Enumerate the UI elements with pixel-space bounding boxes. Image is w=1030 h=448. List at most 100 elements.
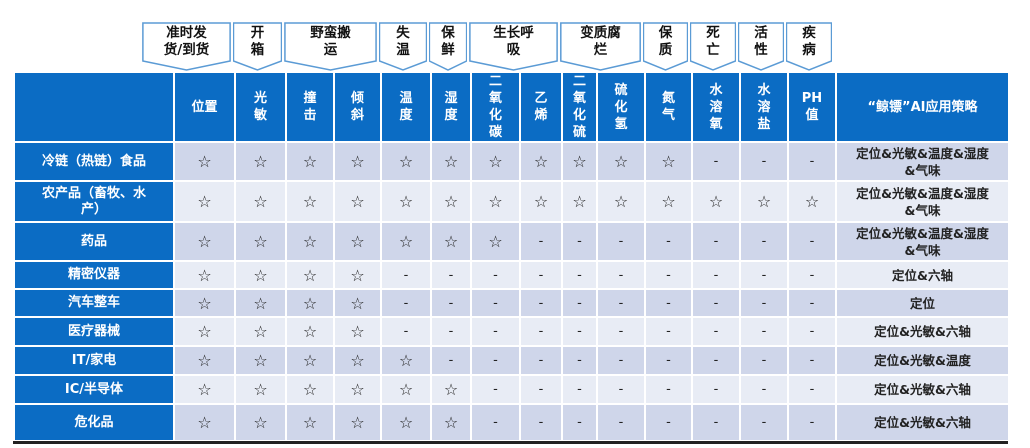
dash-mark: - <box>519 374 563 405</box>
dash-mark: - <box>739 288 789 318</box>
callout-label: 准时发 货/到货 <box>142 22 231 71</box>
dash-mark: - <box>739 316 789 347</box>
row-label: 汽车整车 <box>13 288 175 318</box>
dash-mark: - <box>561 260 598 290</box>
star-icon: ☆ <box>173 260 236 290</box>
callout-text: 死亡 <box>706 25 720 58</box>
row-label: 医疗器械 <box>13 316 175 347</box>
strategy-cell: 定位&光敏&六轴 <box>835 403 1010 442</box>
column-header: 湿度 <box>430 71 472 143</box>
star-icon: ☆ <box>644 180 693 223</box>
dash-mark: - <box>430 316 472 347</box>
column-header: 光敏 <box>234 71 287 143</box>
column-header: 水溶氧 <box>691 71 741 143</box>
table-row: 农产品（畜牧、水 产） ☆ ☆ ☆ ☆ ☆ ☆ ☆ ☆ ☆ ☆ ☆ ☆ ☆ ☆ 定位&光敏&温度&湿度 &气味 <box>13 180 1010 223</box>
dash-mark: - <box>787 403 837 442</box>
column-header: PH 值 <box>787 71 837 143</box>
callout-text: 保质 <box>658 25 673 58</box>
column-header: 乙烯 <box>519 71 563 143</box>
dash-mark: - <box>519 288 563 318</box>
row-label: 冷链（热链）食品 <box>13 141 175 182</box>
star-icon: ☆ <box>285 180 335 223</box>
dash-mark: - <box>691 345 741 376</box>
strategy-cell: 定位&光敏&温度&湿度 &气味 <box>835 141 1010 182</box>
star-icon: ☆ <box>333 316 382 347</box>
star-icon: ☆ <box>430 180 472 223</box>
callout-label: 开箱 <box>233 22 282 71</box>
star-icon: ☆ <box>519 180 563 223</box>
dash-mark: - <box>691 316 741 347</box>
callout-label: 疾病 <box>786 22 832 71</box>
table-row: 冷链（热链）食品 ☆ ☆ ☆ ☆ ☆ ☆ ☆ ☆ ☆ ☆ ☆ - - - 定位&光敏&温度&湿度 &气味 <box>13 141 1010 182</box>
star-icon: ☆ <box>380 403 432 442</box>
dash-mark: - <box>596 288 646 318</box>
dash-mark: - <box>787 260 837 290</box>
star-icon: ☆ <box>333 221 382 262</box>
dash-mark: - <box>644 221 693 262</box>
star-icon: ☆ <box>285 260 335 290</box>
dash-mark: - <box>691 288 741 318</box>
dash-mark: - <box>644 288 693 318</box>
dash-mark: - <box>561 374 598 405</box>
column-header: 二氧化碳 <box>470 71 521 143</box>
star-icon: ☆ <box>430 141 472 182</box>
star-icon: ☆ <box>285 141 335 182</box>
callout-text: 准时发 货/到货 <box>163 25 210 58</box>
dash-mark: - <box>739 374 789 405</box>
star-icon: ☆ <box>173 316 236 347</box>
callout-label: 生长呼吸 <box>469 22 558 71</box>
dash-mark: - <box>691 374 741 405</box>
dash-mark: - <box>380 260 432 290</box>
header-row: 位置光敏撞击倾斜温度湿度二氧化碳乙烯二氧化硫硫化氢氮气水溶氧水溶盐 PH 值 “鲸镖”… <box>13 71 1010 143</box>
dash-mark: - <box>596 260 646 290</box>
dash-mark: - <box>470 374 521 405</box>
dash-mark: - <box>561 316 598 347</box>
star-icon: ☆ <box>333 345 382 376</box>
row-label: IT/家电 <box>13 345 175 376</box>
dash-mark: - <box>739 221 789 262</box>
dash-mark: - <box>596 221 646 262</box>
star-icon: ☆ <box>234 403 287 442</box>
dash-mark: - <box>470 316 521 347</box>
star-icon: ☆ <box>173 345 236 376</box>
table-row: 汽车整车 ☆ ☆ ☆ ☆ - - - - - - - - - - 定位 <box>13 288 1010 318</box>
star-icon: ☆ <box>739 180 789 223</box>
callout-text: 活性 <box>754 25 768 58</box>
star-icon: ☆ <box>173 374 236 405</box>
dash-mark: - <box>787 374 837 405</box>
dash-mark: - <box>519 345 563 376</box>
callout-label: 变质腐烂 <box>560 22 641 71</box>
star-icon: ☆ <box>173 180 236 223</box>
star-icon: ☆ <box>285 374 335 405</box>
row-label: 危化品 <box>13 403 175 442</box>
dash-mark: - <box>561 288 598 318</box>
star-icon: ☆ <box>173 221 236 262</box>
star-icon: ☆ <box>470 221 521 262</box>
dash-mark: - <box>561 221 598 262</box>
star-icon: ☆ <box>787 180 837 223</box>
star-icon: ☆ <box>173 141 236 182</box>
dash-mark: - <box>787 221 837 262</box>
dash-mark: - <box>596 374 646 405</box>
dash-mark: - <box>691 141 741 182</box>
star-icon: ☆ <box>333 374 382 405</box>
callout-text: 开箱 <box>250 25 265 58</box>
dash-mark: - <box>596 345 646 376</box>
callout-text: 变质腐烂 <box>580 25 621 58</box>
star-icon: ☆ <box>644 141 693 182</box>
row-label: IC/半导体 <box>13 374 175 405</box>
callout-text: 保鲜 <box>441 25 455 58</box>
dash-mark: - <box>787 288 837 318</box>
callout-label: 失温 <box>379 22 427 71</box>
star-icon: ☆ <box>285 345 335 376</box>
table-row: 危化品 ☆ ☆ ☆ ☆ ☆ ☆ - - - - - - - - 定位&光敏&六轴 <box>13 403 1010 442</box>
dash-mark: - <box>519 260 563 290</box>
star-icon: ☆ <box>333 180 382 223</box>
star-icon: ☆ <box>380 374 432 405</box>
star-icon: ☆ <box>234 374 287 405</box>
star-icon: ☆ <box>285 403 335 442</box>
strategy-cell: 定位&光敏&六轴 <box>835 316 1010 347</box>
dash-mark: - <box>470 345 521 376</box>
dash-mark: - <box>739 141 789 182</box>
dash-mark: - <box>691 221 741 262</box>
